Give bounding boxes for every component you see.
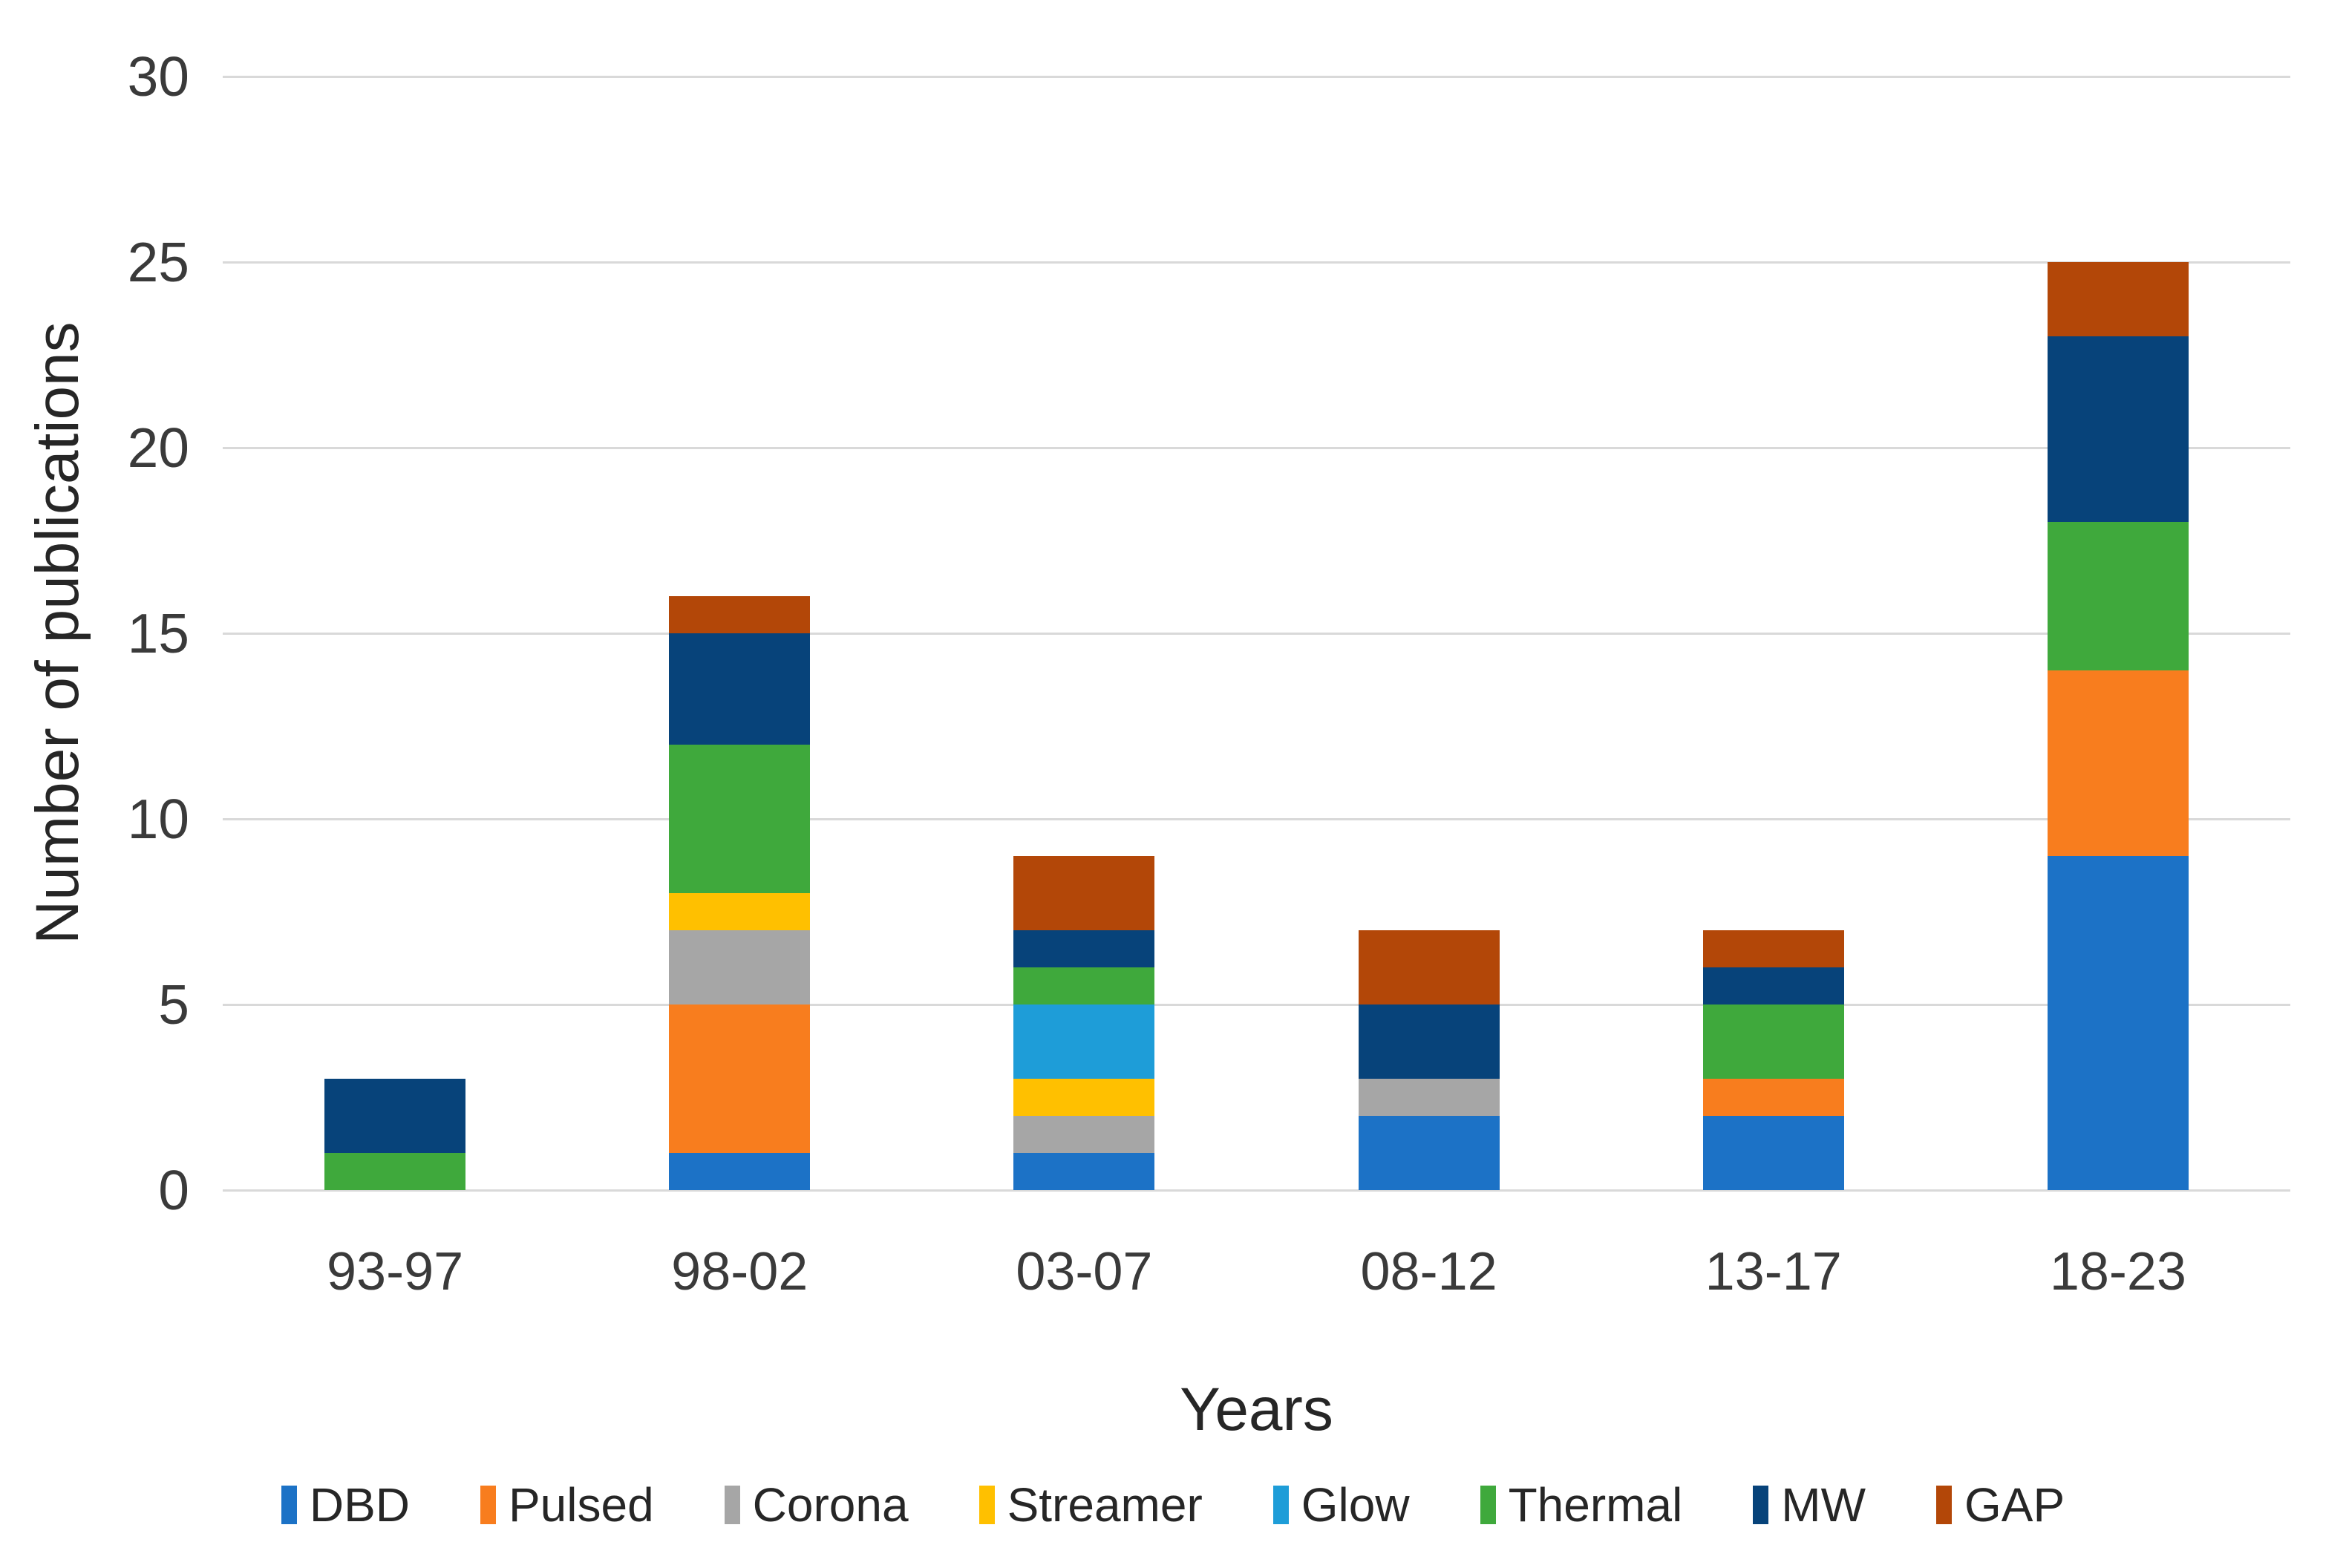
y-tick-label-0: 0: [158, 1159, 189, 1221]
x-tick-label-13-17: 13-17: [1705, 1242, 1842, 1301]
bar-segment-pulsed: [669, 1004, 811, 1153]
legend-marker-corona-icon: [724, 1486, 740, 1524]
gridline-5: [223, 1003, 2290, 1006]
legend-item-gap: GAP: [1936, 1481, 2065, 1529]
legend-label-thermal: Thermal: [1508, 1478, 1683, 1532]
bar-segment-gap: [1358, 930, 1500, 1004]
bar-segment-glow: [1013, 1004, 1155, 1079]
legend-label-dbd: DBD: [309, 1478, 410, 1532]
bar-98-02: [669, 596, 811, 1190]
bar-segment-mw: [324, 1079, 466, 1153]
bar-03-07: [1013, 856, 1155, 1190]
gridline-15: [223, 632, 2290, 635]
plot-area: [223, 75, 2290, 1192]
legend-marker-streamer-icon: [978, 1486, 995, 1524]
y-tick-label-10: 10: [127, 788, 189, 850]
x-axis-tick-labels: 93-97 98-02 03-07 08-12 13-17 18-23: [223, 1238, 2290, 1320]
bar-segment-pulsed: [2047, 670, 2189, 856]
x-tick-label-93-97: 93-97: [327, 1242, 464, 1301]
bar-segment-corona: [1358, 1079, 1500, 1116]
legend: DBD Pulsed Corona Streamer Glow Thermal MW GAP: [0, 1464, 2346, 1546]
legend-item-dbd: DBD: [281, 1481, 410, 1529]
bar-segment-dbd: [1013, 1153, 1155, 1190]
y-tick-label-15: 15: [127, 602, 189, 664]
bar-segment-dbd: [1358, 1116, 1500, 1190]
legend-marker-glow-icon: [1272, 1486, 1289, 1524]
bar-segment-mw: [669, 633, 811, 745]
legend-label-glow: Glow: [1301, 1478, 1410, 1532]
x-tick-label-03-07: 03-07: [1016, 1242, 1153, 1301]
bar-segment-gap: [1013, 856, 1155, 930]
bar-segment-gap: [1702, 930, 1844, 967]
bar-segment-thermal: [1702, 1004, 1844, 1079]
gridline-25: [223, 261, 2290, 264]
x-tick-label-08-12: 08-12: [1360, 1242, 1497, 1301]
bar-segment-corona: [669, 930, 811, 1004]
legend-marker-thermal-icon: [1480, 1486, 1496, 1524]
legend-item-corona: Corona: [724, 1478, 909, 1532]
bar-13-17: [1702, 930, 1844, 1190]
bar-segment-streamer: [669, 893, 811, 930]
y-tick-label-25: 25: [127, 231, 189, 293]
bar-segment-gap: [669, 596, 811, 633]
gridline-20: [223, 446, 2290, 449]
gridline-0: [223, 1189, 2290, 1192]
legend-label-corona: Corona: [752, 1478, 909, 1532]
x-tick-label-98-02: 98-02: [671, 1242, 808, 1301]
bar-segment-thermal: [2047, 522, 2189, 670]
bar-segment-corona: [1013, 1116, 1155, 1153]
legend-label-mw: MW: [1781, 1478, 1866, 1532]
y-tick-label-30: 30: [127, 45, 189, 108]
gridline-30: [223, 75, 2290, 78]
bar-segment-mw: [2047, 336, 2189, 522]
legend-item-streamer: Streamer: [978, 1478, 1203, 1532]
y-tick-label-5: 5: [158, 973, 189, 1036]
bar-segment-thermal: [1013, 967, 1155, 1004]
bar-18-23: [2047, 262, 2189, 1190]
bar-08-12: [1358, 930, 1500, 1190]
x-axis-title: Years: [1180, 1376, 1333, 1443]
bar-segment-thermal: [669, 745, 811, 893]
bar-segment-mw: [1702, 967, 1844, 1004]
y-axis-tick-labels: 0 5 10 15 20 25 30: [0, 48, 189, 1218]
bar-segment-dbd: [1702, 1116, 1844, 1190]
x-tick-label-18-23: 18-23: [2049, 1242, 2186, 1301]
legend-item-mw: MW: [1753, 1481, 1866, 1529]
gridline-10: [223, 817, 2290, 820]
bar-segment-gap: [2047, 262, 2189, 336]
legend-marker-dbd-icon: [281, 1486, 297, 1524]
legend-marker-mw-icon: [1753, 1486, 1769, 1524]
bar-segment-pulsed: [1702, 1079, 1844, 1116]
legend-label-gap: GAP: [1964, 1478, 2065, 1532]
legend-item-glow: Glow: [1272, 1478, 1410, 1532]
bar-segment-mw: [1013, 930, 1155, 967]
bar-93-97: [324, 1079, 466, 1190]
bar-segment-dbd: [2047, 856, 2189, 1190]
legend-item-pulsed: Pulsed: [480, 1481, 654, 1529]
legend-item-thermal: Thermal: [1480, 1478, 1683, 1532]
legend-marker-pulsed-icon: [480, 1486, 496, 1524]
y-tick-label-20: 20: [127, 416, 189, 479]
bar-segment-mw: [1358, 1004, 1500, 1079]
legend-marker-gap-icon: [1936, 1486, 1952, 1524]
bar-segment-dbd: [669, 1153, 811, 1190]
legend-label-streamer: Streamer: [1007, 1478, 1203, 1532]
legend-label-pulsed: Pulsed: [508, 1478, 654, 1532]
bar-segment-streamer: [1013, 1079, 1155, 1116]
bar-segment-thermal: [324, 1153, 466, 1190]
